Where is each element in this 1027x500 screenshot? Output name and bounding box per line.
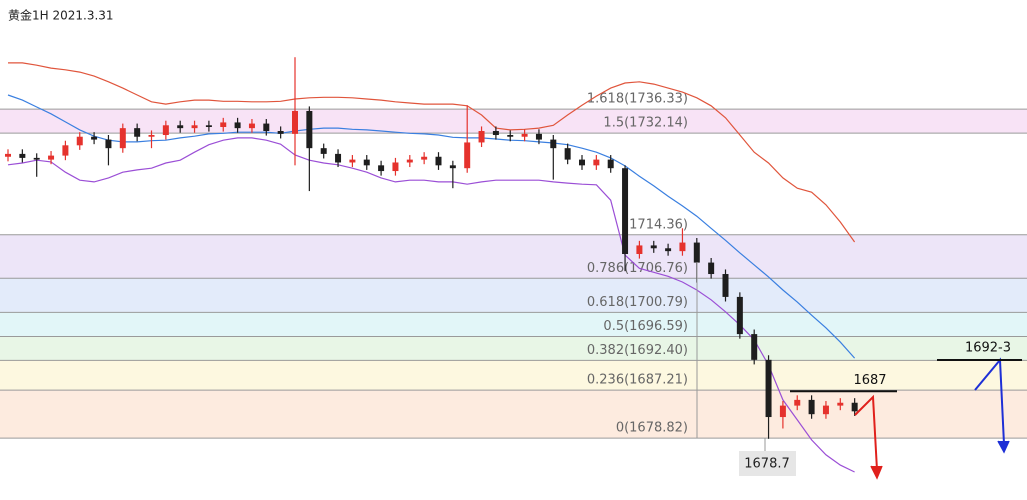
candle-body	[593, 159, 600, 166]
candle-body	[650, 245, 657, 249]
fib-label: 0.5(1696.59)	[603, 319, 688, 334]
resistance-label: 1687	[853, 373, 886, 388]
candle-body	[62, 145, 69, 156]
candle-body	[134, 128, 141, 137]
candle-body	[794, 399, 801, 406]
candle-body	[177, 125, 184, 129]
fib-band	[0, 278, 1027, 313]
candle-body	[220, 122, 227, 128]
candle-body	[564, 148, 571, 160]
low-box	[739, 451, 796, 476]
candle-body	[191, 125, 198, 129]
bollinger-line	[7, 137, 855, 473]
candle-body	[19, 153, 26, 158]
candle-body	[234, 122, 241, 129]
candle-body	[722, 274, 729, 297]
candle-body	[205, 125, 212, 128]
plot	[5, 57, 858, 473]
candle-body	[48, 155, 55, 160]
candle-body	[708, 262, 715, 275]
candle-body	[148, 135, 155, 137]
candle-body	[550, 139, 557, 149]
candle-body	[91, 136, 98, 140]
candle-body	[335, 153, 342, 163]
fib-band	[0, 360, 1027, 391]
candle-body	[363, 159, 370, 166]
candle-body	[392, 162, 399, 172]
candle-body	[292, 110, 298, 134]
candle-body	[622, 168, 629, 255]
candle-body	[851, 402, 858, 412]
candle-body	[808, 399, 815, 415]
candle-body	[5, 153, 11, 157]
fib-label: 1.5(1732.14)	[603, 116, 688, 131]
fib-band	[0, 312, 1027, 337]
fib-band	[0, 133, 1027, 235]
candle-body	[119, 128, 126, 149]
bollinger-line	[7, 94, 856, 359]
candle-body	[607, 159, 614, 169]
fib-band	[0, 336, 1027, 361]
candle-body	[320, 148, 327, 154]
candle-body	[349, 159, 356, 163]
candle-body	[779, 405, 786, 418]
candle-body	[765, 359, 772, 418]
candle-body	[736, 296, 743, 335]
target-label: 1692-3	[965, 341, 1011, 356]
arrow-head	[870, 465, 883, 480]
fib-band	[0, 109, 1027, 134]
candle-body	[822, 405, 829, 415]
candle-body	[105, 139, 112, 149]
fib-label: 0.236(1687.21)	[587, 373, 688, 388]
candle-body	[579, 159, 585, 166]
candle-body	[521, 133, 528, 137]
candle-body	[679, 242, 686, 252]
candle-body	[665, 248, 672, 252]
fib-label: 0(1678.82)	[616, 421, 688, 436]
candle-body	[277, 131, 284, 134]
candle-body	[378, 165, 385, 172]
candle-body	[162, 125, 169, 136]
candle-body	[693, 242, 700, 263]
bollinger-line	[8, 62, 856, 243]
fib-label: 0.618(1700.79)	[587, 295, 688, 310]
candle-body	[636, 245, 643, 255]
candle-body	[837, 402, 844, 406]
candle-body	[435, 156, 442, 166]
candle-body	[248, 123, 255, 129]
candle-body	[535, 133, 542, 140]
arrow-head	[997, 440, 1010, 454]
fib-label: 0.382(1692.40)	[587, 343, 688, 358]
candle-body	[492, 131, 499, 136]
candle-body	[507, 135, 514, 137]
fib-label: 1.618(1736.33)	[587, 92, 688, 107]
candle-body	[478, 131, 485, 143]
candle-body	[33, 157, 40, 160]
candle-body	[406, 159, 413, 163]
fib-label: (1714.36)	[624, 217, 688, 232]
candle-body	[751, 334, 758, 360]
low-label: 1678.7	[744, 457, 790, 472]
candle-body	[464, 142, 471, 169]
down-arrow	[854, 394, 878, 471]
background: 1.618(1736.33) 1.5(1732.14) (1714.36) 0.786…	[0, 92, 1027, 439]
candle-body	[449, 165, 456, 169]
candle-body	[421, 156, 428, 160]
fib-band	[0, 234, 1027, 279]
fib-label: 0.786(1706.76)	[587, 261, 688, 276]
candle-body	[306, 110, 313, 149]
chart-title: 黄金1H 2021.3.31	[8, 8, 114, 23]
candle-body	[263, 123, 270, 132]
candle-body	[76, 136, 83, 146]
